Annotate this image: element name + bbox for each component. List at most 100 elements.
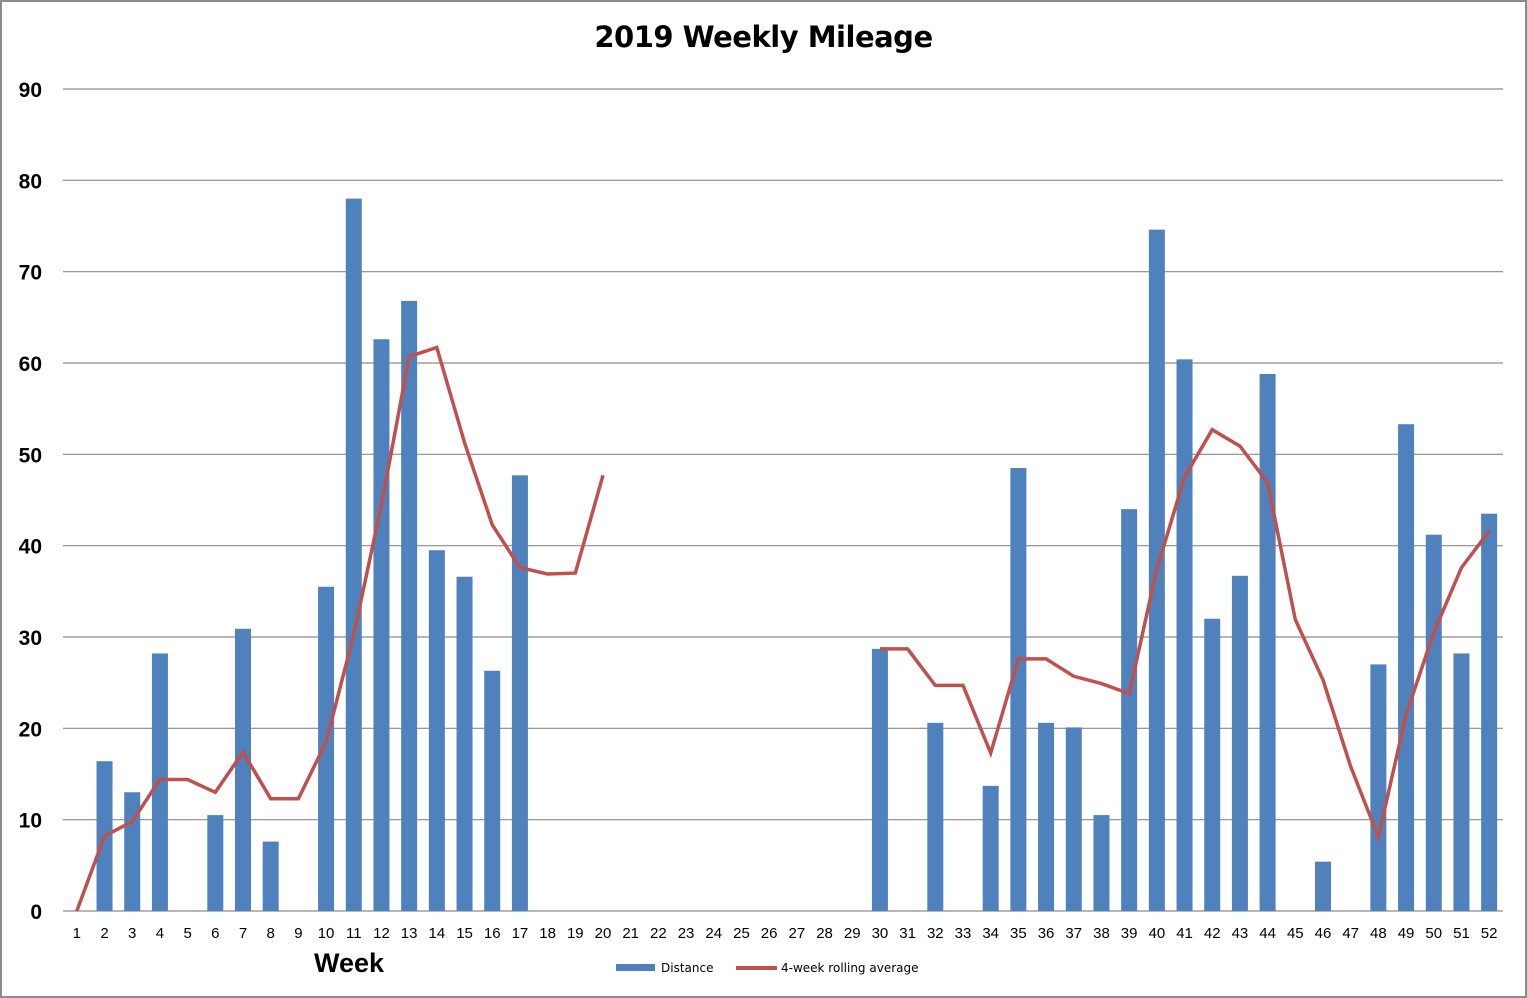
gridlines [63, 88, 1503, 912]
x-tick-label: 36 [1038, 925, 1055, 942]
x-tick-label: 49 [1398, 925, 1415, 942]
bar [1065, 727, 1082, 911]
x-tick-label: 42 [1204, 925, 1221, 942]
bar [1315, 861, 1331, 911]
bar [1453, 653, 1470, 911]
bar [428, 550, 445, 911]
y-tick-label: 10 [19, 810, 42, 833]
x-tick-label: 8 [267, 925, 275, 942]
x-tick-label: 39 [1121, 925, 1138, 942]
x-tick-label: 30 [872, 925, 889, 942]
x-tick-label: 48 [1370, 925, 1387, 942]
x-tick-label: 16 [484, 925, 501, 942]
x-tick-label: 45 [1287, 925, 1304, 942]
x-tick-label: 35 [1010, 925, 1027, 942]
line-segment [75, 345, 605, 912]
x-tick-label: 14 [429, 925, 446, 942]
rolling-average-line [75, 345, 1491, 912]
x-tick-label: 41 [1176, 925, 1193, 942]
x-tick-label: 46 [1315, 925, 1332, 942]
x-tick-label: 18 [539, 925, 556, 942]
x-tick-label: 21 [622, 925, 639, 942]
bar [1370, 664, 1387, 911]
bar [982, 785, 999, 911]
bar [927, 722, 944, 911]
x-tick-label: 23 [678, 925, 695, 942]
bar [1010, 468, 1027, 911]
bar [1231, 575, 1248, 911]
x-tick-label: 33 [955, 925, 972, 942]
bar [262, 841, 279, 911]
x-tick-label: 7 [239, 925, 247, 942]
x-tick-label: 19 [567, 925, 584, 942]
x-tick-label: 15 [456, 925, 473, 942]
x-tick-label: 13 [401, 925, 418, 942]
y-tick-label: 20 [19, 718, 42, 741]
y-axis-ticks: 0 10 20 30 40 50 60 70 80 90 [19, 79, 42, 924]
x-tick-label: 40 [1149, 925, 1166, 942]
y-tick-label: 40 [19, 536, 42, 559]
x-tick-label: 28 [816, 925, 833, 942]
distance-bars [96, 198, 1498, 912]
x-tick-label: 51 [1453, 925, 1470, 942]
bar [484, 670, 501, 911]
x-tick-label: 25 [733, 925, 750, 942]
bar [1259, 373, 1276, 912]
x-tick-label: 31 [899, 925, 916, 942]
bar [345, 198, 362, 912]
x-tick-label: 52 [1481, 925, 1498, 942]
legend-label-distance: Distance [661, 961, 713, 975]
legend-label-rolling-average: 4-week rolling average [781, 961, 918, 975]
x-axis-label: Week [314, 948, 385, 978]
x-tick-label: 50 [1425, 925, 1442, 942]
line-segment [879, 427, 1491, 843]
bar [1481, 513, 1498, 911]
x-tick-label: 22 [650, 925, 667, 942]
x-tick-label: 38 [1093, 925, 1110, 942]
x-tick-label: 47 [1342, 925, 1359, 942]
x-tick-label: 2 [100, 925, 108, 942]
bar [1121, 509, 1138, 911]
bar [235, 628, 251, 911]
x-tick-label: 27 [789, 925, 806, 942]
bar [511, 475, 528, 911]
x-tick-label: 3 [128, 925, 136, 942]
x-tick-label: 44 [1259, 925, 1276, 942]
x-tick-label: 32 [927, 925, 944, 942]
x-tick-label: 6 [211, 925, 219, 942]
y-tick-label: 50 [19, 444, 42, 467]
y-tick-label: 70 [19, 262, 42, 285]
x-tick-label: 10 [318, 925, 335, 942]
bar [207, 815, 224, 911]
bar [871, 648, 888, 911]
x-axis-ticks: 1 2 3 4 5 6 7 8 9 10 11 12 13 14 15 16 17 18 19 20 21 22 23 24 2… [73, 925, 1498, 942]
y-tick-label: 80 [19, 170, 42, 193]
x-tick-label: 37 [1065, 925, 1082, 942]
bar [1176, 359, 1193, 911]
x-tick-label: 9 [294, 925, 302, 942]
x-tick-label: 5 [183, 925, 191, 942]
x-tick-label: 43 [1232, 925, 1249, 942]
bar [1093, 815, 1110, 911]
x-tick-label: 34 [982, 925, 999, 942]
y-tick-label: 0 [30, 901, 42, 924]
legend-swatch-distance [616, 964, 655, 971]
x-tick-label: 20 [595, 925, 612, 942]
x-tick-label: 1 [73, 925, 81, 942]
bar [1204, 618, 1221, 911]
x-tick-label: 4 [156, 925, 164, 942]
bar [456, 576, 473, 911]
legend: Distance 4-week rolling average [616, 961, 918, 975]
bar [1038, 722, 1055, 911]
y-tick-label: 90 [19, 79, 42, 102]
y-tick-label: 60 [19, 353, 42, 376]
x-tick-label: 11 [346, 925, 362, 942]
bar [1398, 424, 1415, 911]
bar [401, 300, 418, 912]
x-tick-label: 12 [373, 925, 390, 942]
y-tick-label: 30 [19, 627, 42, 650]
bar [318, 586, 335, 911]
bar [1425, 534, 1442, 911]
x-tick-label: 29 [844, 925, 861, 942]
bar [373, 339, 390, 912]
